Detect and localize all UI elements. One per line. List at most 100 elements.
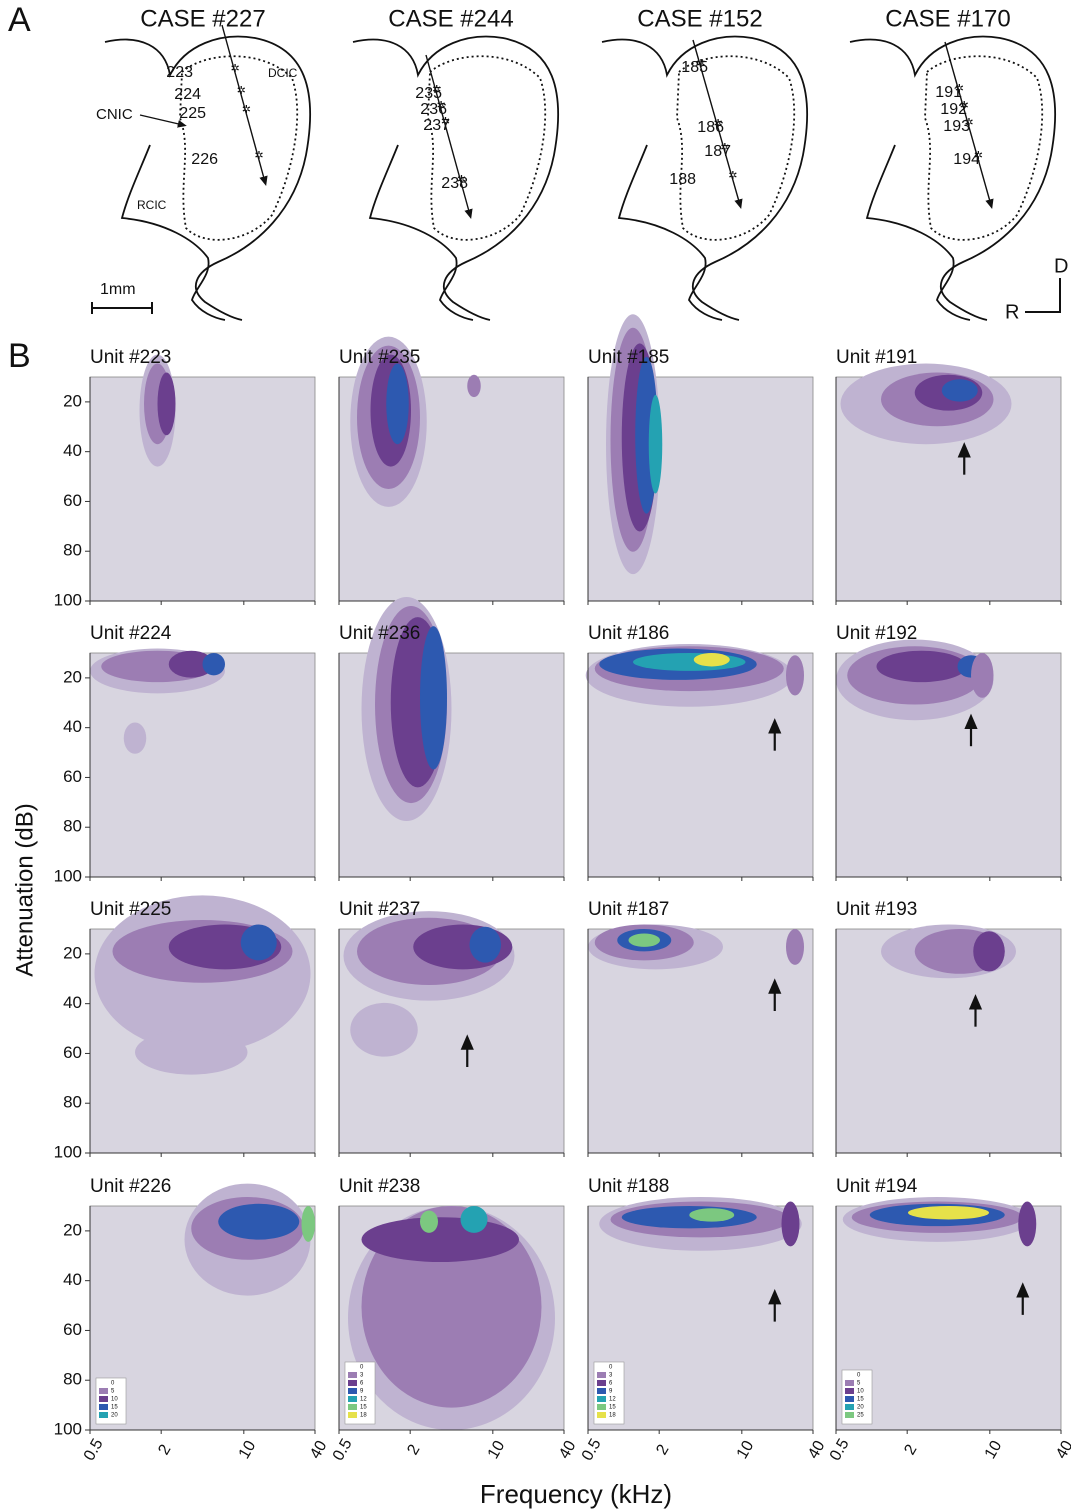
legend-swatch: [348, 1372, 357, 1378]
unit-label: 193: [943, 118, 970, 135]
region-label: CNIC: [96, 106, 133, 123]
legend-swatch: [99, 1412, 108, 1418]
unit-label: 225: [179, 105, 206, 122]
legend-label: 15: [857, 1397, 864, 1403]
response-area: [460, 1206, 488, 1233]
unit-label: 191: [935, 84, 962, 101]
response-area: [157, 372, 176, 436]
legend-label: 0: [609, 1365, 613, 1371]
legend-swatch: [99, 1388, 108, 1394]
y-tick-label: 60: [63, 1043, 82, 1062]
unit-label: 235: [415, 85, 442, 102]
orientation-label: R: [1005, 301, 1019, 323]
y-tick-label: 40: [63, 441, 82, 460]
legend-swatch: [597, 1388, 606, 1394]
case-title: CASE #227: [140, 5, 265, 32]
legend-swatch: [348, 1380, 357, 1386]
electrode-track: [692, 39, 743, 210]
tuning-panel: Unit #194 0.5 2 10 40 0 5 10 15 20 25: [827, 1176, 1071, 1464]
legend-label: 9: [360, 1389, 364, 1395]
y-axis-label: Attenuation (dB): [11, 803, 38, 976]
x-tick-label: 10: [485, 1438, 509, 1462]
unit-label: 238: [441, 175, 468, 192]
unit-label: 187: [704, 143, 731, 160]
electrode-track: [221, 24, 268, 187]
x-tick-label: 40: [1053, 1438, 1071, 1462]
panel-title: Unit #225: [90, 899, 171, 920]
panel-title: Unit #237: [339, 899, 420, 920]
case-section: CASE #152✲185✲186✲187✲188: [601, 5, 809, 321]
legend-label: 15: [360, 1405, 367, 1411]
x-tick-label: 0.5: [330, 1436, 356, 1464]
legend-label: 0: [857, 1373, 861, 1379]
panel-title: Unit #191: [836, 347, 917, 368]
x-tick-label: 10: [236, 1438, 260, 1462]
response-area: [467, 374, 481, 398]
response-area: [135, 1029, 248, 1075]
legend-label: 20: [111, 1413, 118, 1419]
unit-label: 192: [940, 101, 967, 118]
panel-title: Unit #188: [588, 1176, 669, 1197]
tuning-panel: Unit #191: [835, 347, 1062, 605]
unit-label: 194: [953, 151, 980, 168]
legend-label: 15: [111, 1405, 118, 1411]
unit-label: 224: [174, 86, 201, 103]
y-tick-label: 60: [63, 491, 82, 510]
response-area: [240, 924, 277, 961]
legend-swatch: [348, 1404, 357, 1410]
recording-site: ✲: [441, 116, 450, 128]
unit-label: 223: [166, 64, 193, 81]
panel-title: Unit #186: [588, 623, 669, 644]
case-title: CASE #244: [388, 5, 513, 32]
panel-title: Unit #192: [836, 623, 917, 644]
y-tick-label: 40: [63, 1270, 82, 1289]
recording-site: ✲: [242, 104, 251, 116]
panel-label: A: [8, 1, 31, 39]
response-area: [973, 931, 1005, 972]
y-tick-label: 80: [63, 1370, 82, 1389]
recording-site: ✲: [237, 85, 246, 97]
response-area: [420, 626, 447, 770]
response-area: [350, 1002, 418, 1057]
legend-label: 15: [609, 1405, 616, 1411]
legend-label: 5: [857, 1381, 861, 1387]
pointer: [139, 114, 187, 128]
case-section: CASE #227 ✲ 223 ✲ 224 ✲ 225 ✲ 226: [104, 5, 312, 321]
panel-title: Unit #224: [90, 623, 172, 644]
tuning-panel: Unit #187: [587, 899, 814, 1157]
recording-site: ✲: [696, 58, 705, 70]
tuning-panel: Unit #188 0.5 2 10 40 0 3 6 9 12 15 18: [579, 1176, 829, 1464]
x-tick-label: 10: [734, 1438, 758, 1462]
response-area: [781, 1201, 800, 1247]
panel-title: Unit #223: [90, 347, 171, 368]
legend-swatch: [597, 1412, 606, 1418]
y-tick-label: 80: [63, 817, 82, 836]
response-area: [689, 1208, 735, 1222]
recording-site: ✲: [713, 118, 722, 130]
legend-label: 5: [111, 1389, 115, 1395]
y-tick-label: 40: [63, 717, 82, 736]
y-tick-label: 100: [54, 866, 82, 885]
y-tick-label: 20: [63, 943, 82, 962]
recording-site: ✲: [955, 83, 964, 95]
unit-label: 186: [697, 119, 724, 136]
response-area: [971, 653, 994, 698]
unit-label: 226: [191, 151, 218, 168]
case-section: CASE #170✲191✲192✲193✲194: [849, 5, 1057, 321]
legend-label: 9: [609, 1389, 613, 1395]
plot-area: [89, 376, 316, 602]
panel-title: Unit #185: [588, 347, 669, 368]
panel-title: Unit #236: [339, 623, 420, 644]
x-tick-label: 2: [404, 1442, 423, 1458]
y-tick-label: 20: [63, 1220, 82, 1239]
tuning-panel: Unit #223 20 40 60 80 100: [54, 347, 316, 609]
legend-swatch: [348, 1388, 357, 1394]
response-area: [218, 1203, 300, 1240]
recording-site: ✲: [254, 150, 263, 162]
case-title: CASE #170: [885, 5, 1010, 32]
y-tick-label: 20: [63, 391, 82, 410]
legend-swatch: [845, 1404, 854, 1410]
orientation-axes: [1025, 278, 1061, 313]
region-label: DCIC: [268, 66, 298, 80]
